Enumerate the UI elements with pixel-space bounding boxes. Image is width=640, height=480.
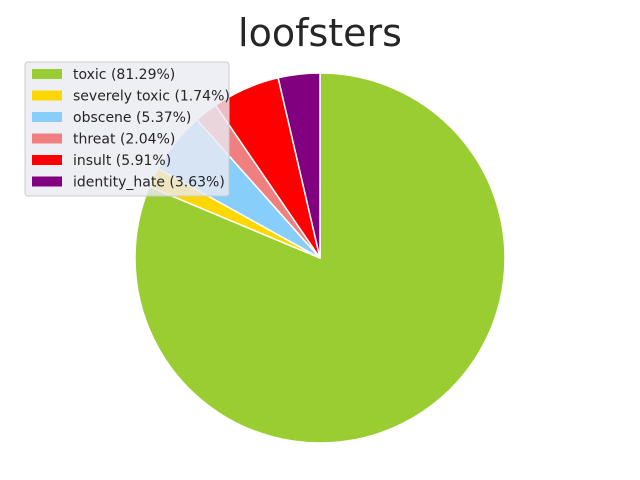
- legend-label-4: insult (5.91%): [73, 153, 171, 169]
- legend-label-5: identity_hate (3.63%): [73, 175, 225, 191]
- legend-label-1: severely toxic (1.74%): [73, 89, 230, 105]
- legend-swatch-4: [32, 155, 62, 165]
- pie-slice-5: [277, 72, 321, 259]
- legend-frame: [24, 61, 230, 197]
- pie-slices: [134, 72, 506, 444]
- legend-label-3: threat (2.04%): [73, 132, 175, 148]
- legend-label-2: obscene (5.37%): [73, 110, 191, 126]
- chart-title: loofsters: [238, 11, 402, 55]
- legend-swatch-0: [32, 69, 62, 79]
- legend-swatch-2: [32, 112, 62, 122]
- legend-entries: toxic (81.29%) severely toxic (1.74%) obsc…: [32, 67, 230, 191]
- legend-label-0: toxic (81.29%): [73, 67, 175, 83]
- legend: toxic (81.29%) severely toxic (1.74%) obsc…: [24, 61, 230, 197]
- legend-swatch-5: [32, 176, 62, 187]
- legend-swatch-3: [32, 133, 62, 144]
- legend-swatch-1: [32, 90, 62, 101]
